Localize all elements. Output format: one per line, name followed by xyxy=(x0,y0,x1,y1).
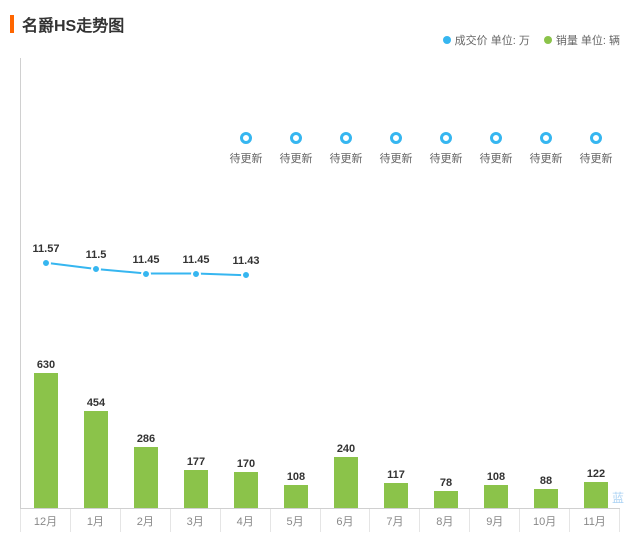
sales-bar-label: 88 xyxy=(521,475,571,487)
pending-label: 待更新 xyxy=(280,150,313,166)
pending-marker xyxy=(240,132,252,144)
pending-marker xyxy=(490,132,502,144)
watermark: 蓝 xyxy=(612,489,624,506)
legend: 成交价 单位: 万 销量 单位: 辆 xyxy=(443,32,620,48)
x-axis-label: 2月 xyxy=(121,509,171,532)
sales-bar-label: 630 xyxy=(21,359,71,371)
legend-price-label: 成交价 单位: 万 xyxy=(455,32,530,48)
sales-bar xyxy=(334,457,358,508)
sales-bar-label: 170 xyxy=(221,458,271,470)
sales-bar-label: 78 xyxy=(421,477,471,489)
sales-bar-label: 122 xyxy=(571,468,621,480)
pending-label: 待更新 xyxy=(430,150,463,166)
x-axis-label: 3月 xyxy=(171,509,221,532)
sales-bar xyxy=(484,485,508,508)
sales-bar xyxy=(234,472,258,508)
sales-bar xyxy=(584,482,608,508)
x-axis-label: 6月 xyxy=(321,509,371,532)
sales-bar-label: 286 xyxy=(121,433,171,445)
price-point-label: 11.45 xyxy=(183,254,210,266)
x-axis-label: 1月 xyxy=(71,509,121,532)
sales-bar-label: 454 xyxy=(71,397,121,409)
title-accent-bar xyxy=(10,15,14,33)
sales-bar xyxy=(284,485,308,508)
pending-label: 待更新 xyxy=(230,150,263,166)
plot-area: 630454286177170108240117781088812211.571… xyxy=(20,58,620,508)
sales-bar xyxy=(184,470,208,508)
x-axis-label: 10月 xyxy=(520,509,570,532)
sales-bar xyxy=(84,411,108,508)
legend-sales-dot xyxy=(544,36,552,44)
price-point xyxy=(91,264,101,274)
price-point xyxy=(191,269,201,279)
sales-bar xyxy=(434,491,458,508)
x-axis-label: 5月 xyxy=(271,509,321,532)
price-point-label: 11.5 xyxy=(86,249,107,261)
pending-label: 待更新 xyxy=(580,150,613,166)
sales-bar xyxy=(384,483,408,508)
sales-bar-label: 108 xyxy=(271,471,321,483)
sales-bar-label: 108 xyxy=(471,471,521,483)
overlay-layer: 630454286177170108240117781088812211.571… xyxy=(21,58,621,508)
pending-marker xyxy=(590,132,602,144)
price-point-label: 11.45 xyxy=(133,254,160,266)
x-axis-label: 7月 xyxy=(370,509,420,532)
x-axis: 12月1月2月3月4月5月6月7月8月9月10月11月 xyxy=(20,508,620,532)
x-axis-label: 11月 xyxy=(570,509,620,532)
pending-marker xyxy=(440,132,452,144)
x-axis-label: 4月 xyxy=(221,509,271,532)
price-point xyxy=(241,270,251,280)
sales-bar-label: 177 xyxy=(171,456,221,468)
price-point xyxy=(41,258,51,268)
pending-label: 待更新 xyxy=(380,150,413,166)
legend-sales: 销量 单位: 辆 xyxy=(544,32,620,48)
pending-marker xyxy=(290,132,302,144)
legend-price: 成交价 单位: 万 xyxy=(443,32,530,48)
sales-bar xyxy=(134,447,158,508)
pending-marker xyxy=(390,132,402,144)
pending-label: 待更新 xyxy=(330,150,363,166)
pending-marker xyxy=(540,132,552,144)
price-point-label: 11.57 xyxy=(33,243,60,255)
sales-bar-label: 240 xyxy=(321,443,371,455)
legend-sales-label: 销量 单位: 辆 xyxy=(556,32,620,48)
pending-label: 待更新 xyxy=(530,150,563,166)
sales-bar-label: 117 xyxy=(371,469,421,481)
price-point-label: 11.43 xyxy=(233,255,260,267)
pending-label: 待更新 xyxy=(480,150,513,166)
pending-marker xyxy=(340,132,352,144)
chart-container: 名爵HS走势图 成交价 单位: 万 销量 单位: 辆 6304542861771… xyxy=(0,0,630,536)
price-point xyxy=(141,269,151,279)
x-axis-label: 12月 xyxy=(20,509,71,532)
x-axis-label: 9月 xyxy=(470,509,520,532)
sales-bar xyxy=(534,489,558,508)
sales-bar xyxy=(34,373,58,508)
chart-title: 名爵HS走势图 xyxy=(22,12,124,36)
x-axis-label: 8月 xyxy=(420,509,470,532)
legend-price-dot xyxy=(443,36,451,44)
